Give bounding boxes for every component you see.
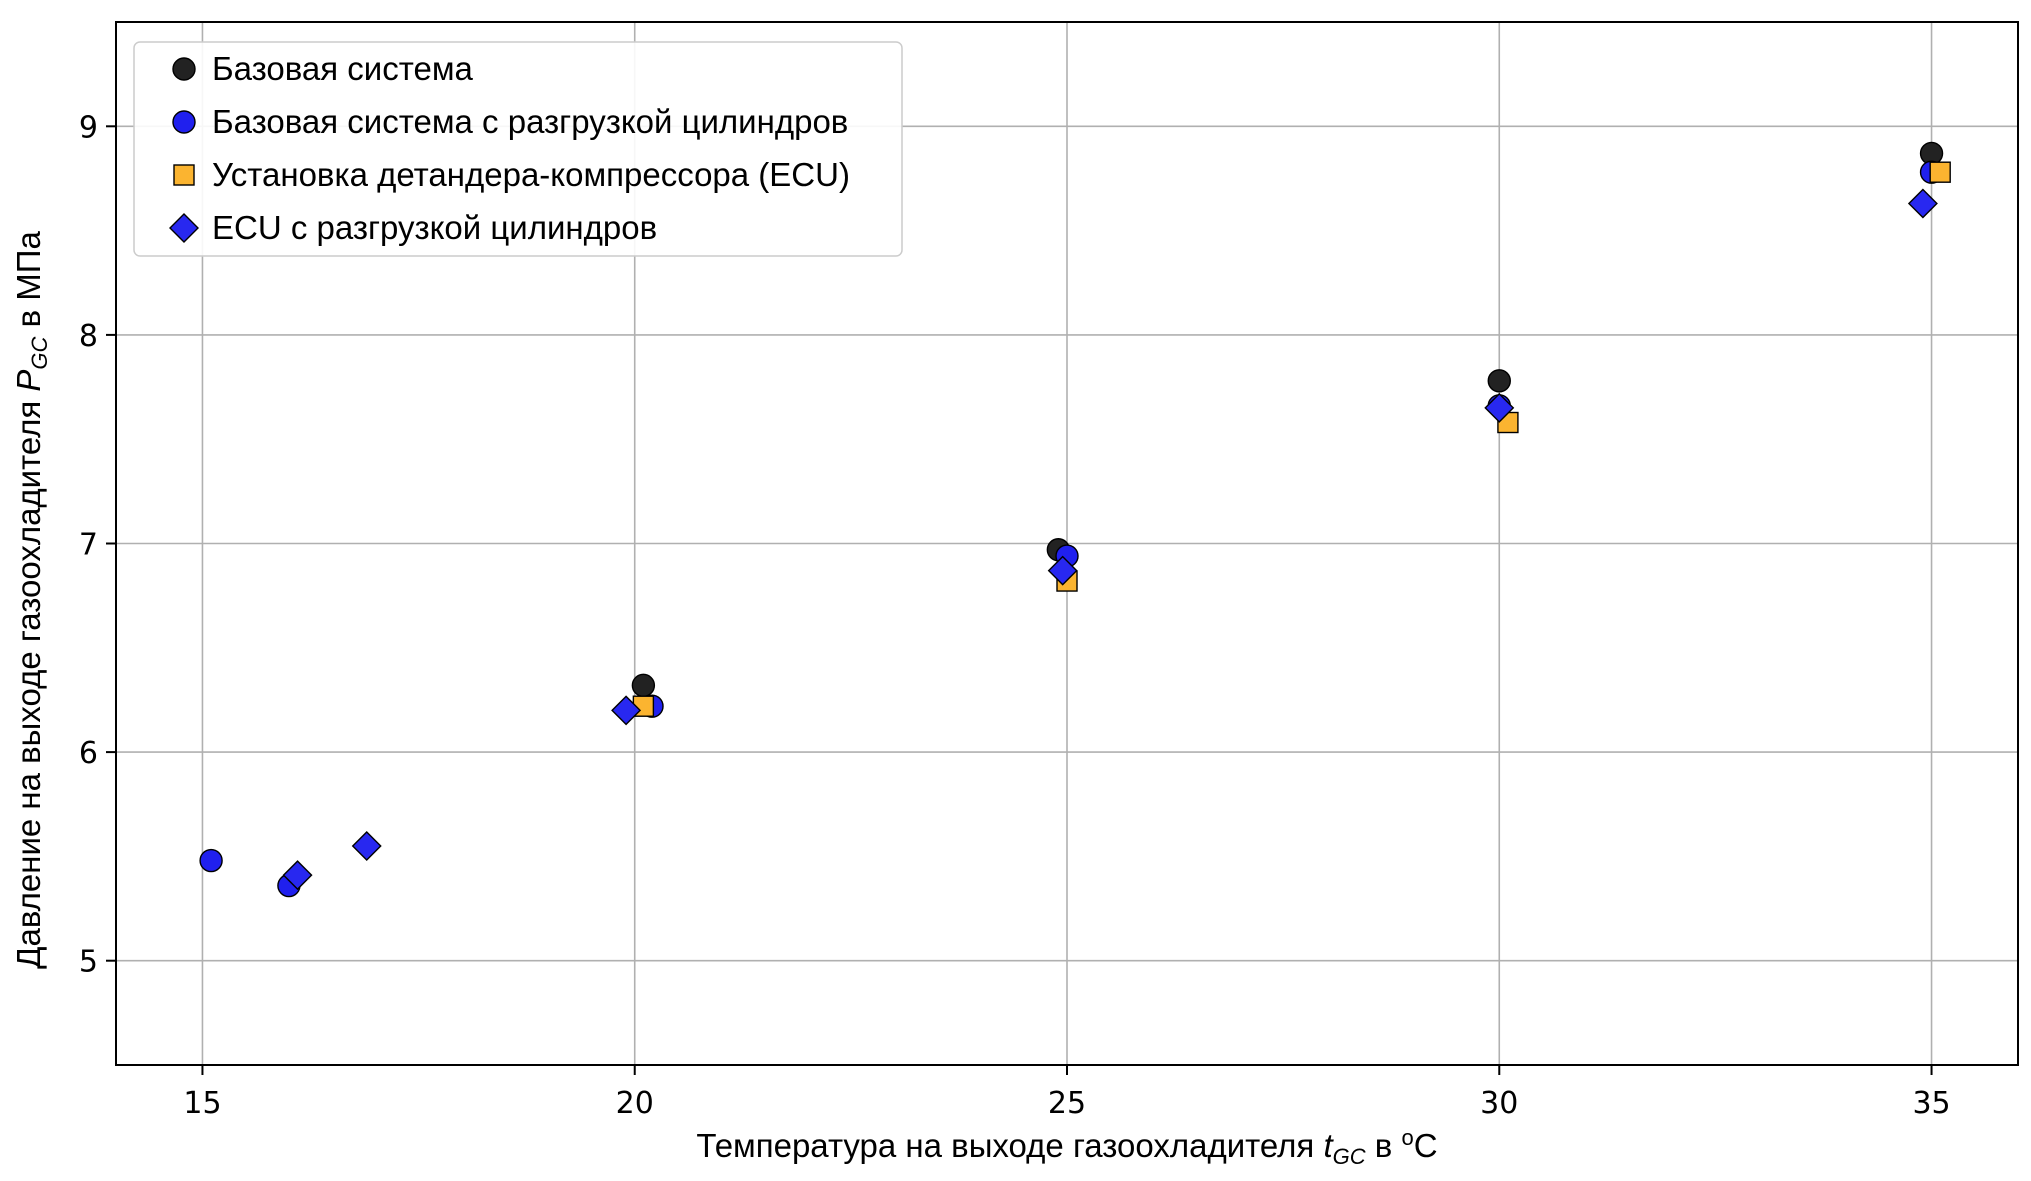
x-tick-label: 25 <box>1048 1086 1086 1121</box>
legend-marker <box>172 57 196 81</box>
legend-marker <box>169 213 199 243</box>
legend-label: Установка детандера-компрессора (ECU) <box>212 156 850 193</box>
data-points <box>199 141 1951 898</box>
legend-label: ECU с разгрузкой цилиндров <box>212 209 657 246</box>
y-tick-label: 9 <box>79 110 98 145</box>
x-tick-label: 15 <box>183 1086 221 1121</box>
legend-marker <box>172 110 196 134</box>
data-point <box>1907 188 1938 219</box>
y-axis-title: Давление на выходе газоохладителя PGC в … <box>10 230 52 968</box>
legend: Базовая система Базовая система с разгруз… <box>133 41 903 257</box>
x-tick-label: 35 <box>1912 1086 1950 1121</box>
y-tick-label: 8 <box>79 319 98 354</box>
data-point <box>351 830 382 861</box>
legend-label: Базовая система <box>212 50 474 87</box>
data-point <box>1484 392 1515 423</box>
data-point <box>199 848 223 873</box>
x-axis-title: Температура на выходе газоохладителя tGC… <box>696 1125 1437 1169</box>
data-point <box>631 673 656 698</box>
legend-entry: Установка детандера-компрессора (ECU) <box>173 156 850 193</box>
data-point <box>282 860 313 891</box>
series-2-points <box>199 160 1944 898</box>
legend-entry: Базовая система с разгрузкой цилиндров <box>172 103 848 140</box>
y-tick-label: 7 <box>79 528 98 563</box>
legend-entry: ECU с разгрузкой цилиндров <box>169 209 657 246</box>
data-point <box>1487 369 1511 393</box>
y-tick-label: 6 <box>79 736 98 771</box>
legend-marker <box>173 164 195 186</box>
axis-ticks: 15 20 25 30 35 5 6 7 8 9 <box>79 110 1951 1121</box>
data-point <box>611 695 642 726</box>
legend-entry: Базовая система <box>172 50 474 87</box>
x-tick-label: 30 <box>1480 1086 1518 1121</box>
x-tick-label: 20 <box>616 1086 654 1121</box>
series-4-points <box>282 188 1938 891</box>
legend-label: Базовая система с разгрузкой цилиндров <box>212 103 848 140</box>
y-tick-label: 5 <box>79 945 98 980</box>
data-point <box>1047 555 1078 586</box>
legend-box <box>133 41 903 257</box>
grid-lines <box>116 22 2018 1065</box>
data-point <box>1929 161 1951 183</box>
